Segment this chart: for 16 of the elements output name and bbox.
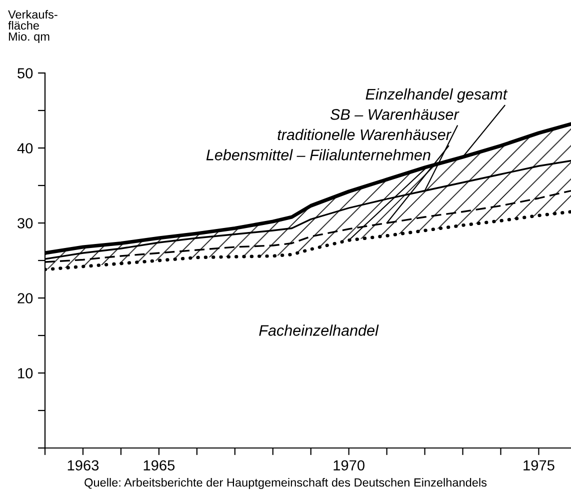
y-tick-label: 20 bbox=[18, 293, 33, 304]
annotation: traditionelle Warenhäuser bbox=[278, 128, 452, 140]
source-note: Quelle: Arbeitsberichte der Hauptgemeinschaft des Deutschen Einzelhandels bbox=[84, 478, 487, 489]
x-tick-label: 1965 bbox=[144, 460, 175, 471]
x-tick-label: 1970 bbox=[334, 460, 364, 471]
x-tick-label: 1963 bbox=[68, 460, 99, 471]
y-axis-title: Verkaufs- fläche Mio. qm bbox=[8, 10, 58, 44]
annotation: Lebensmittel – Filialunternehmen bbox=[206, 149, 430, 160]
y-tick-label: 10 bbox=[18, 368, 33, 378]
annotation: Facheinzelhandel bbox=[259, 324, 379, 336]
y-tick-label: 50 bbox=[18, 68, 33, 78]
annotation: Einzelhandel gesamt bbox=[366, 88, 508, 103]
x-tick-label: 1975 bbox=[524, 460, 554, 471]
y-tick-label: 30 bbox=[18, 218, 33, 228]
annotation: SB – Warenhäuser bbox=[330, 108, 460, 120]
y-tick-label: 40 bbox=[17, 143, 33, 154]
